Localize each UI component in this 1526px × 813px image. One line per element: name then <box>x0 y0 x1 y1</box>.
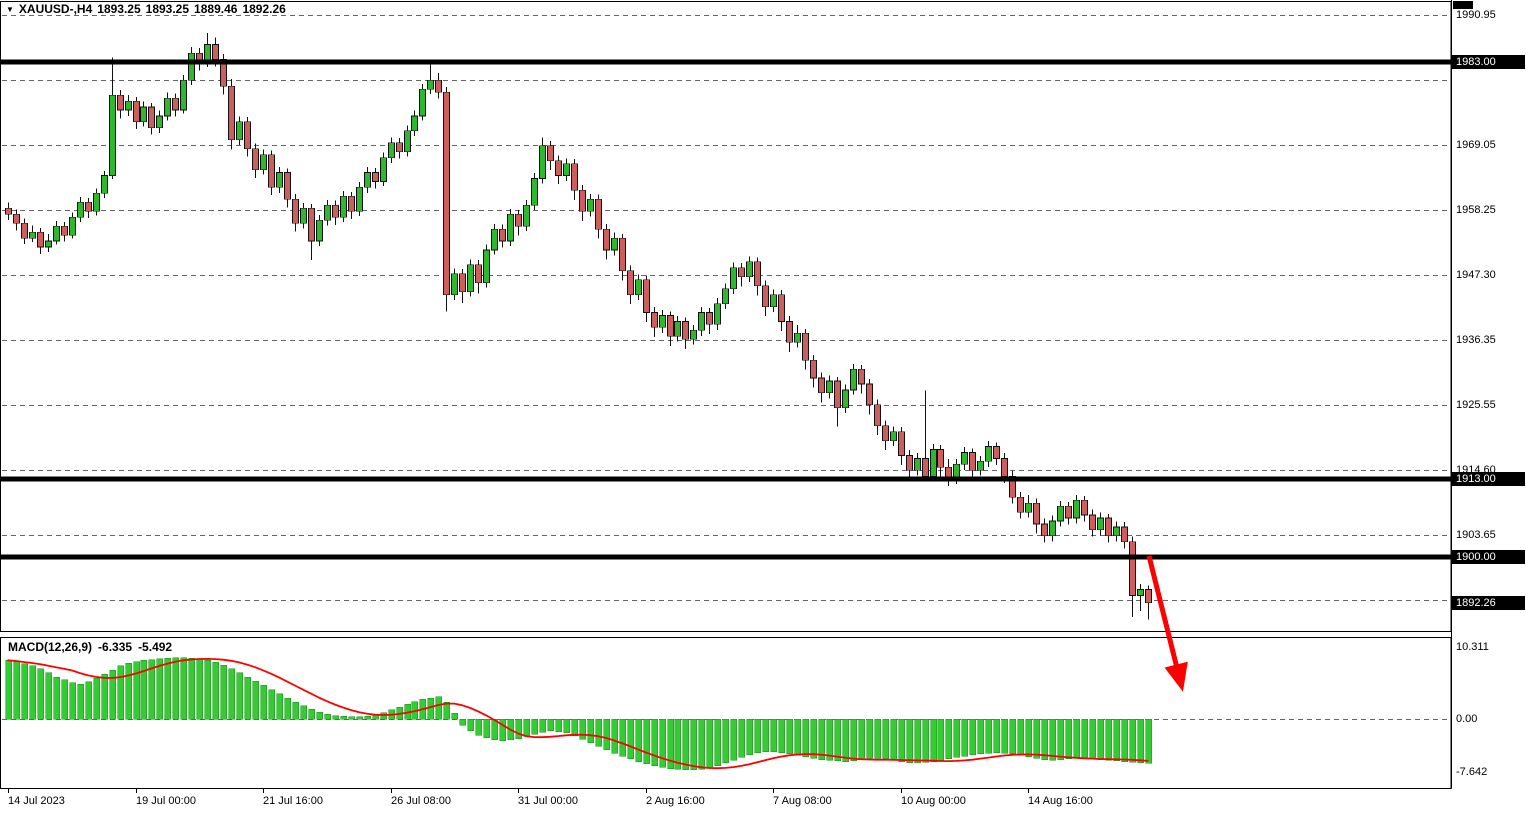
indicator-label: MACD(12,26,9) -6.335 -5.492 <box>8 640 178 654</box>
indicator-signal-value: -5.492 <box>138 640 173 654</box>
panel-borders <box>0 0 1473 793</box>
axis-corner-marker <box>1453 1 1473 9</box>
macd-signal-line <box>7 658 1149 770</box>
trend-arrow[interactable] <box>1146 555 1188 692</box>
indicator-macd-value: -6.335 <box>98 640 133 654</box>
symbol-period-label: XAUUSD-,H4 <box>18 2 93 16</box>
candlesticks <box>5 33 1152 620</box>
price-axis[interactable] <box>1452 0 1526 789</box>
ohlc-close: 1892.26 <box>242 2 286 16</box>
indicator-name: MACD(12,26,9) <box>8 640 93 654</box>
ohlc-high: 1893.25 <box>145 2 190 16</box>
horizontal-level-lines[interactable] <box>0 59 1451 560</box>
macd-histogram <box>5 657 1152 771</box>
ohlc-low: 1889.46 <box>194 2 238 16</box>
time-axis[interactable] <box>0 789 1451 813</box>
ohlc-open: 1893.25 <box>97 2 141 16</box>
chart-title: ▼ XAUUSD-,H4 1893.25 1893.25 1889.46 1892.26 <box>6 2 291 16</box>
symbol-dropdown-icon[interactable]: ▼ <box>6 5 14 14</box>
